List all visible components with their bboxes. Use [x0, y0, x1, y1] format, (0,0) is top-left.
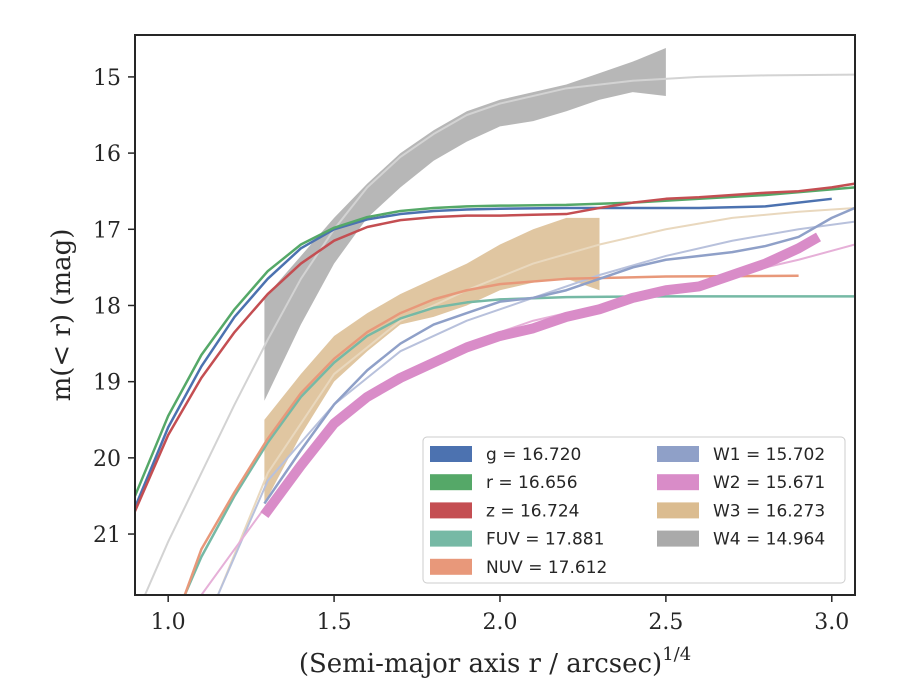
y-tick-label: 19 [93, 371, 121, 396]
legend-swatch [430, 474, 472, 491]
series-r-line [135, 186, 855, 497]
series-fuv-line [183, 295, 855, 595]
legend-label: FUV = 17.881 [486, 530, 604, 550]
x-axis-label-main: (Semi-major axis r / arcsec) [299, 649, 662, 679]
y-tick-label: 21 [93, 523, 121, 548]
legend-label: W4 = 14.964 [713, 530, 825, 550]
legend-swatch [430, 530, 472, 547]
y-tick-label: 18 [93, 294, 121, 319]
legend-swatch [430, 446, 472, 462]
x-axis-label-exponent: 1/4 [662, 644, 691, 665]
legend-label: NUV = 17.612 [486, 558, 607, 578]
series-z-line [135, 182, 855, 512]
legend: g = 16.720 r = 16.656 z = 16.724 FUV = 17.8… [422, 436, 846, 584]
legend-label: W1 = 15.702 [713, 445, 825, 465]
legend-swatch [657, 474, 699, 491]
y-tick-label: 15 [93, 66, 121, 91]
x-axis-label: (Semi-major axis r / arcsec)1/4 [299, 644, 691, 679]
series-w4-model-line [144, 73, 855, 595]
series-w1-line [263, 206, 855, 505]
legend-swatch [430, 502, 472, 519]
series-w3-model-line [217, 206, 855, 595]
legend-box [422, 436, 846, 584]
y-axis-label: m(< r) (mag) [47, 229, 77, 402]
legend-label: W3 = 16.273 [713, 501, 825, 521]
legend-label: z = 16.724 [486, 501, 579, 521]
x-tick-label: 1.0 [151, 610, 186, 635]
legend-label: W2 = 15.671 [713, 473, 825, 493]
legend-swatch [430, 558, 472, 575]
x-tick-label: 2.5 [648, 610, 683, 635]
plot-frame [134, 34, 856, 596]
tick-layer: 1.0 1.5 2.0 2.5 3.0 15 16 17 18 19 20 21 [93, 66, 849, 635]
legend-swatch [657, 446, 699, 462]
legend-swatch [657, 502, 699, 519]
legend-swatch [657, 530, 699, 547]
series-w2-line [260, 232, 821, 518]
x-tick-label: 1.5 [317, 610, 352, 635]
y-tick-label: 20 [93, 447, 121, 472]
series-layer [135, 47, 855, 595]
legend-label: r = 16.656 [486, 473, 578, 493]
x-tick-label: 3.0 [814, 610, 849, 635]
series-g-line [135, 197, 832, 508]
y-tick-label: 17 [93, 218, 121, 243]
y-tick-label: 16 [93, 142, 121, 167]
legend-label: g = 16.720 [486, 445, 581, 465]
series-nuv-line [183, 274, 799, 595]
x-tick-label: 2.0 [482, 610, 517, 635]
